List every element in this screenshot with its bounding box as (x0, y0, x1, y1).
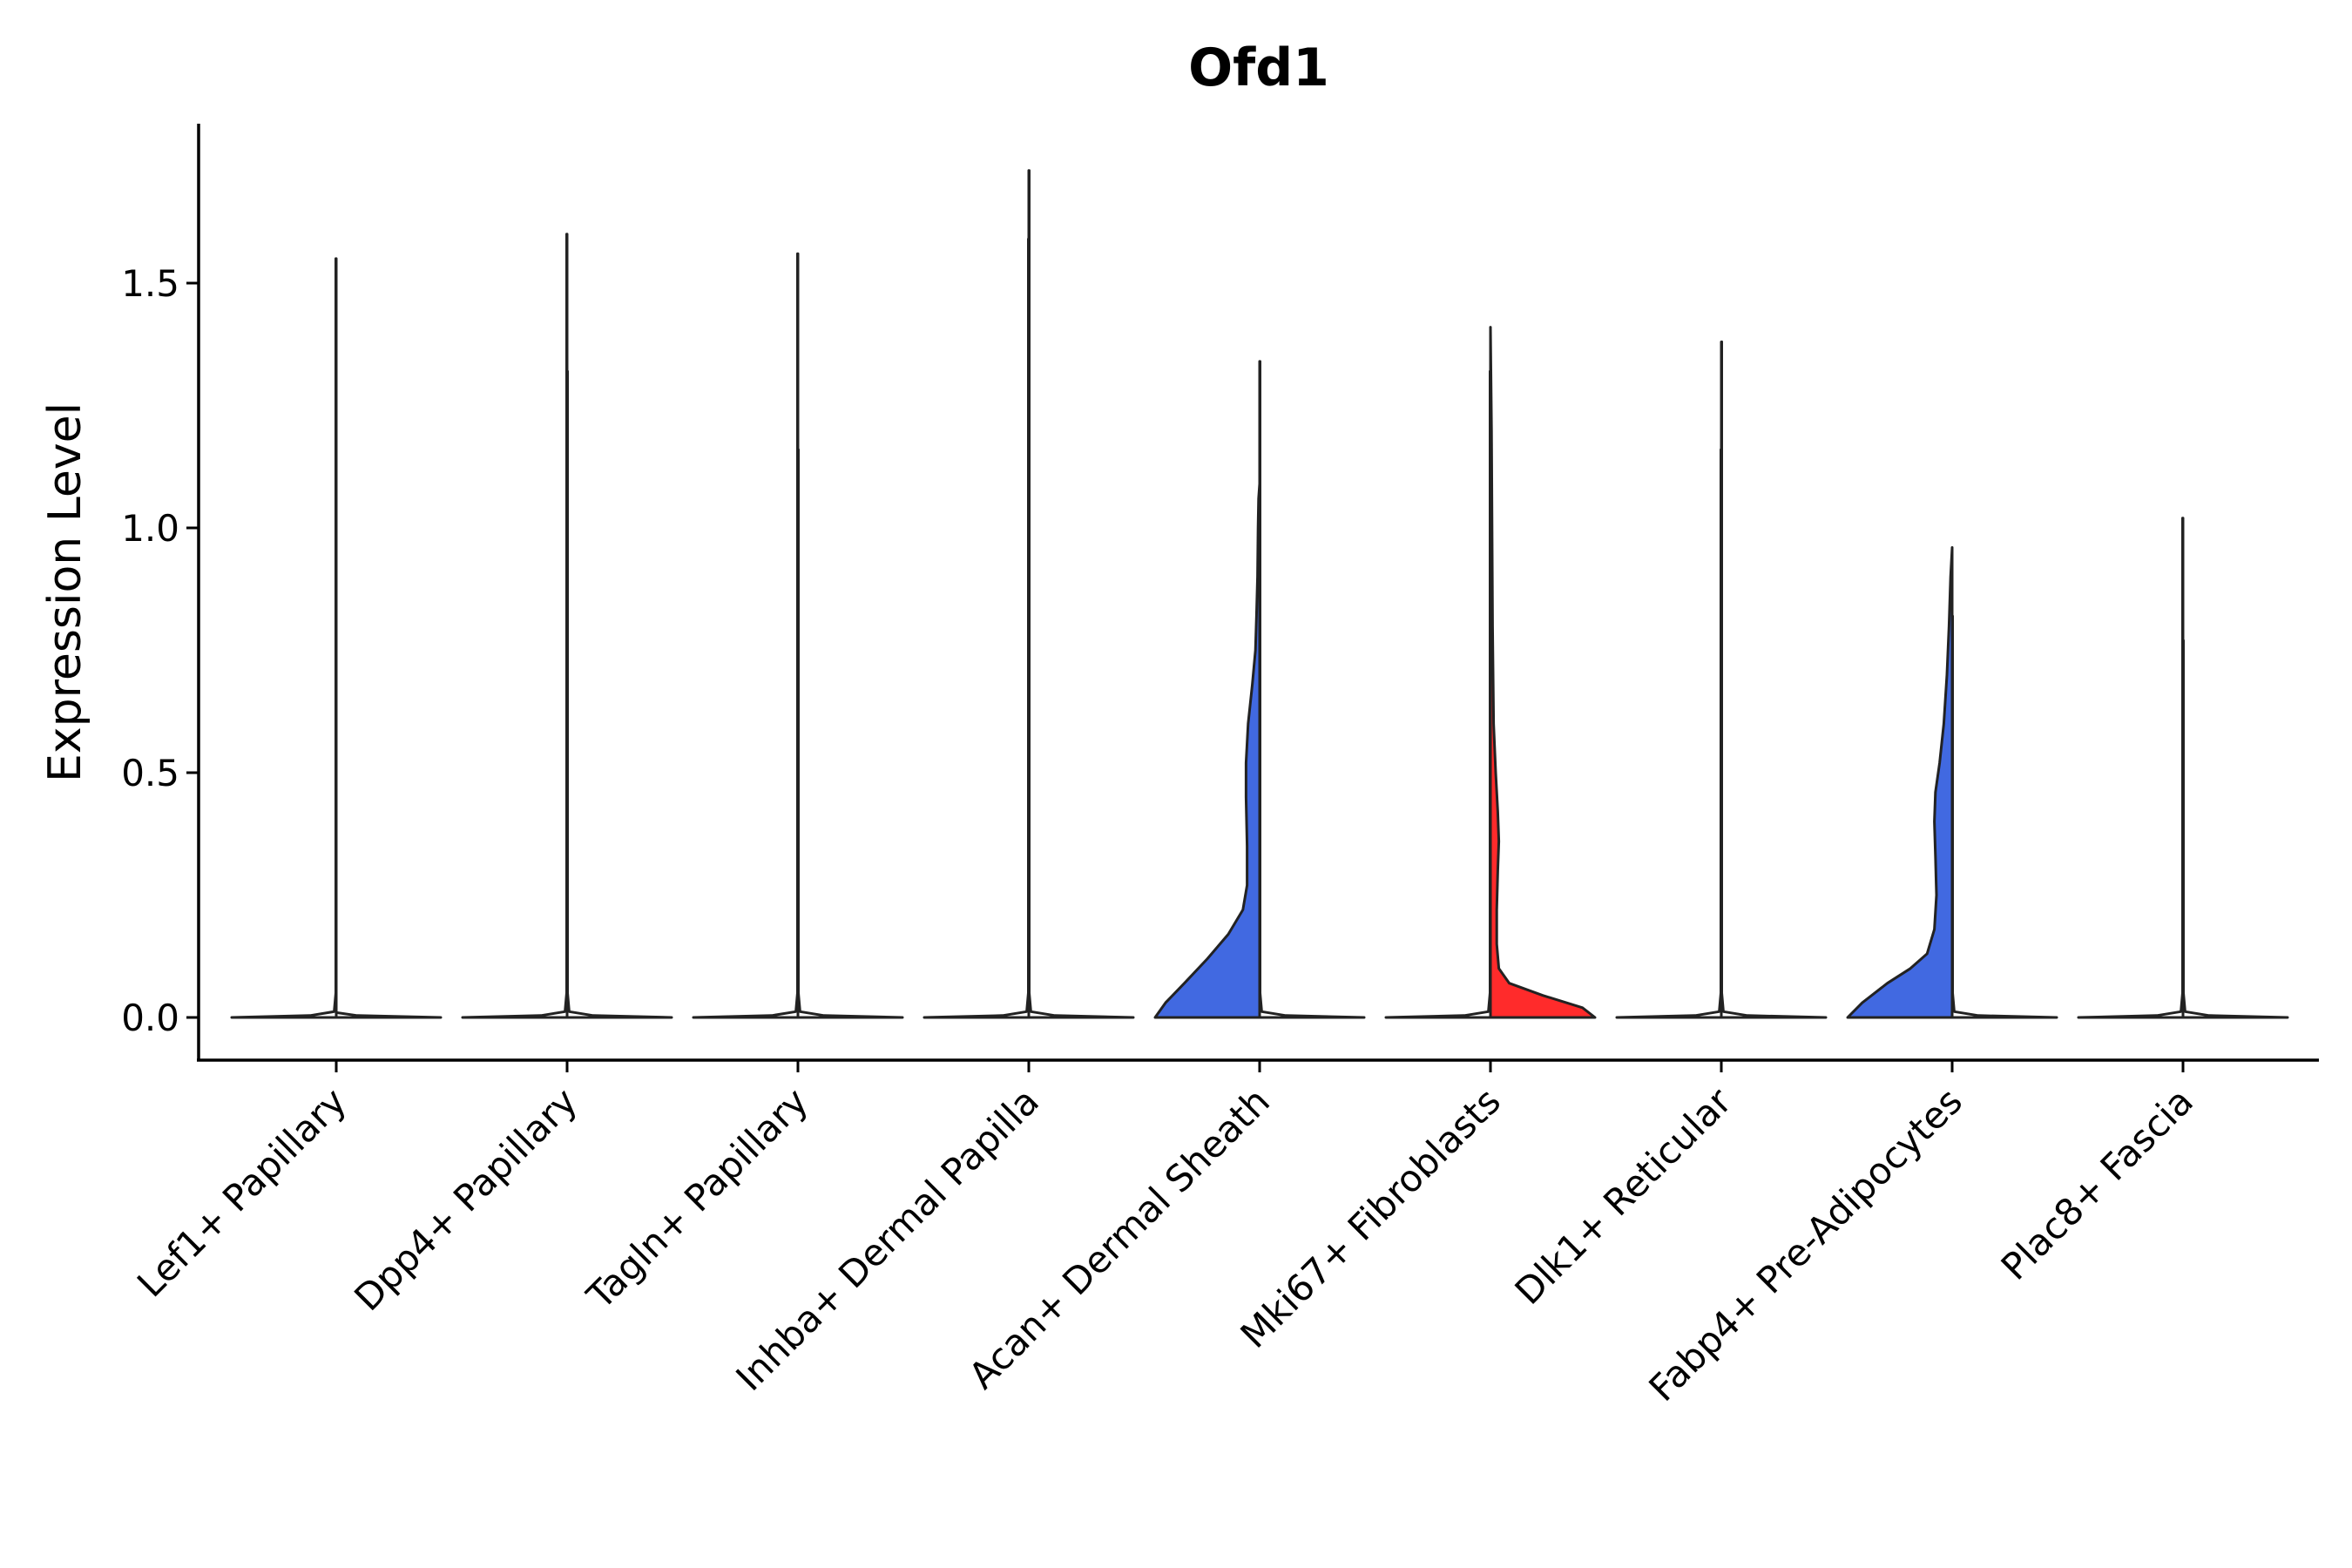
violin-right-6 (1489, 326, 1597, 1019)
violin-right-8 (1950, 614, 2058, 1019)
violin-right-2 (565, 369, 673, 1019)
violin-left-8 (1846, 545, 1954, 1019)
violin-right-1 (335, 1010, 443, 1019)
violin-right-9 (2181, 639, 2289, 1019)
violin-right-7 (1720, 340, 1828, 1019)
violin-left-6 (1384, 369, 1492, 1019)
x-tick-label: Dpp4+ Papillary (346, 1079, 585, 1319)
y-tick-label: 0.0 (121, 997, 179, 1039)
violin-left-2 (461, 233, 569, 1019)
y-tick-label: 1.5 (121, 262, 179, 305)
y-tick-label: 0.5 (121, 752, 179, 794)
violin-left-1 (230, 257, 338, 1019)
x-tick-label: Mki67+ Fibroblasts (1233, 1079, 1509, 1355)
violin-right-3 (796, 448, 904, 1019)
violin-right-5 (1258, 360, 1366, 1019)
x-tick-label: Dlk1+ Reticular (1507, 1079, 1740, 1313)
violin-left-4 (923, 237, 1031, 1019)
violin-right-4 (1027, 169, 1135, 1019)
x-tick-label: Tagln+ Papillary (578, 1079, 816, 1317)
y-axis: 0.0 0.5 1.0 1.5 (121, 124, 200, 1060)
chart-title: Ofd1 (1188, 37, 1329, 98)
y-axis-label: Expression Level (39, 402, 91, 782)
y-tick-label: 1.0 (121, 507, 179, 550)
x-tick-label: Lef1+ Papillary (129, 1079, 355, 1305)
violin-left-5 (1153, 482, 1261, 1019)
violins-layer (230, 169, 2289, 1019)
x-tick-label: Plac8+ Fascia (1993, 1079, 2201, 1288)
violin-left-3 (692, 252, 800, 1019)
violin-left-9 (2077, 517, 2185, 1019)
violin-left-7 (1615, 448, 1723, 1019)
